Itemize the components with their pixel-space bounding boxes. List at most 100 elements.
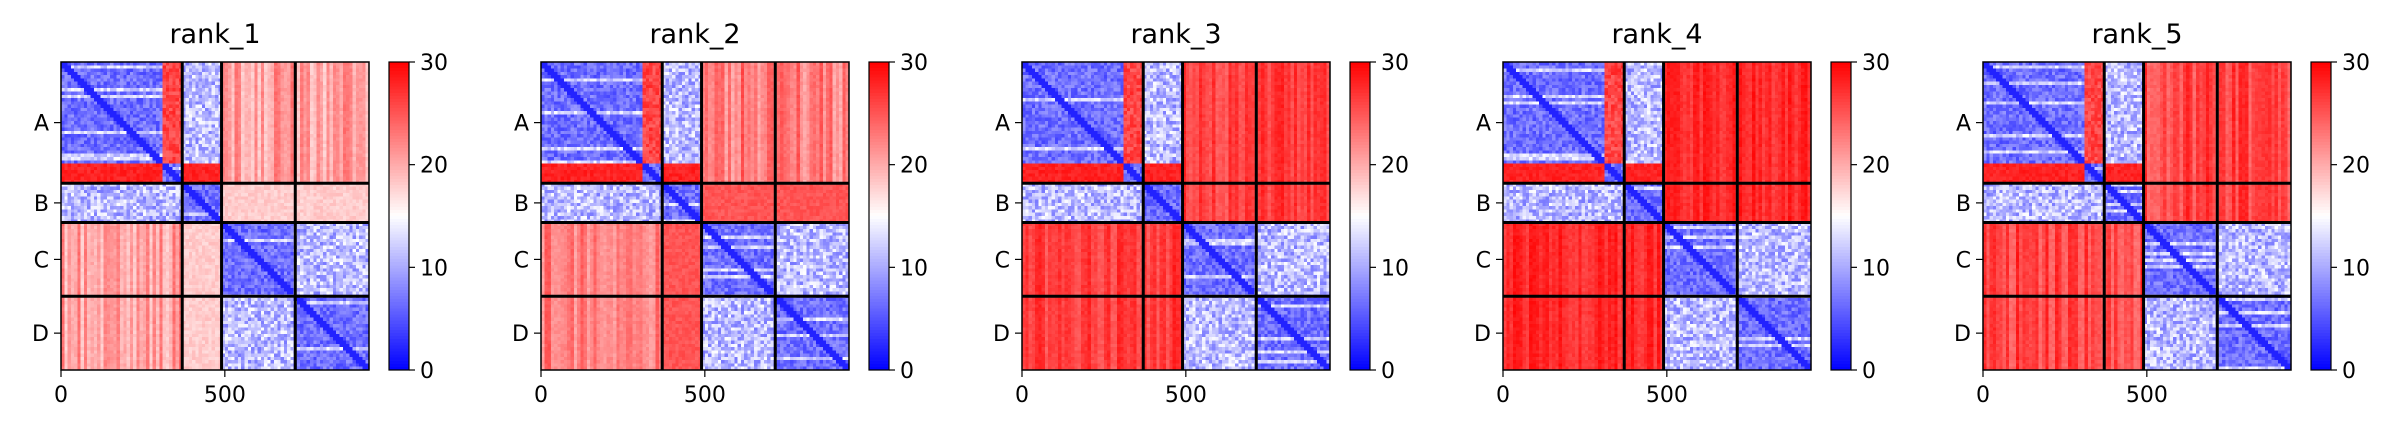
heatmap-cell [342, 157, 347, 161]
heatmap-cell [142, 183, 147, 187]
heatmap-cell [80, 98, 85, 102]
heatmap-cell [162, 170, 167, 174]
heatmap-cell [152, 114, 157, 119]
heatmap-cell [346, 166, 350, 171]
heatmap-cell [365, 75, 370, 79]
heatmap-cell [241, 160, 245, 164]
heatmap-cell [332, 206, 337, 210]
heatmap-cell [306, 143, 311, 148]
heatmap-cell [156, 199, 160, 204]
heatmap-cell [231, 68, 235, 73]
heatmap-cell [61, 193, 65, 197]
heatmap-cell [323, 111, 327, 115]
heatmap-cell [129, 232, 134, 236]
heatmap-cell [234, 170, 239, 174]
heatmap-cell [349, 94, 353, 99]
heatmap-cell [80, 173, 85, 177]
heatmap-cell [303, 212, 308, 217]
heatmap-cell [162, 114, 167, 119]
heatmap-cell [211, 150, 216, 155]
heatmap-cell [264, 127, 268, 132]
heatmap-cell [319, 127, 324, 132]
heatmap-cell [365, 88, 370, 92]
heatmap-cell [296, 111, 301, 115]
heatmap-cell [365, 166, 370, 171]
heatmap-cell [152, 62, 157, 66]
heatmap-cell [352, 150, 357, 155]
heatmap-cell [156, 222, 160, 227]
heatmap-cell [149, 157, 154, 161]
heatmap-cell [116, 183, 121, 187]
heatmap-cell [247, 78, 252, 82]
heatmap-cell [195, 176, 199, 181]
heatmap-cell [133, 137, 137, 141]
heatmap-cell [296, 130, 301, 135]
heatmap-cell [244, 127, 249, 132]
heatmap-cell [185, 186, 190, 191]
heatmap-cell [149, 62, 154, 66]
heatmap-cell [77, 202, 81, 207]
heatmap-cell [296, 147, 301, 151]
heatmap-cell [90, 196, 95, 200]
heatmap-cell [264, 120, 268, 125]
heatmap-cell [362, 75, 367, 79]
heatmap-cell [323, 160, 327, 164]
heatmap-cell [116, 127, 121, 132]
heatmap-cell [182, 229, 186, 233]
heatmap-cell [349, 134, 353, 138]
heatmap-cell [234, 78, 239, 82]
heatmap-cell [142, 147, 147, 151]
heatmap-cell [241, 176, 245, 181]
heatmap-cell [123, 186, 127, 191]
heatmap-cell [313, 81, 317, 86]
heatmap-cell [182, 170, 186, 174]
heatmap-cell [133, 94, 137, 99]
heatmap-cell [195, 170, 199, 174]
heatmap-cell [149, 225, 154, 230]
heatmap-cell [70, 137, 75, 141]
heatmap-cell [156, 134, 160, 138]
heatmap-cell [332, 104, 337, 109]
heatmap-cell [149, 127, 154, 132]
heatmap-cell [116, 111, 121, 115]
heatmap-cell [192, 65, 196, 69]
heatmap-cell [234, 150, 239, 155]
heatmap-cell [74, 183, 78, 187]
heatmap-cell [211, 173, 216, 177]
heatmap-cell [326, 107, 330, 112]
heatmap-cell [277, 153, 281, 158]
heatmap-cell [165, 209, 170, 214]
heatmap-cell [221, 202, 226, 207]
heatmap-cell [175, 65, 180, 69]
heatmap-cell [152, 183, 157, 187]
heatmap-cell [133, 216, 137, 220]
heatmap-cell [133, 232, 137, 236]
heatmap-cell [162, 117, 167, 122]
heatmap-cell [74, 104, 78, 109]
heatmap-cell [247, 222, 252, 227]
heatmap-cell [156, 216, 160, 220]
heatmap-cell [192, 120, 196, 125]
heatmap-cell [61, 130, 65, 135]
heatmap-cell [306, 107, 311, 112]
heatmap-cell [195, 104, 199, 109]
heatmap-cell [260, 232, 265, 236]
heatmap-cell [283, 209, 288, 214]
heatmap-cell [188, 78, 193, 82]
heatmap-cell [201, 170, 206, 174]
heatmap-cell [119, 193, 124, 197]
heatmap-cell [237, 202, 242, 207]
heatmap-cell [185, 68, 190, 73]
heatmap-cell [247, 173, 252, 177]
heatmap-cell [365, 124, 370, 128]
heatmap-cell [290, 160, 294, 164]
heatmap-cell [336, 163, 340, 168]
heatmap-cell [93, 68, 98, 73]
heatmap-cell [172, 209, 176, 214]
heatmap-cell [133, 65, 137, 69]
heatmap-cell [201, 98, 206, 102]
heatmap-cell [234, 199, 239, 204]
heatmap-cell [119, 196, 124, 200]
heatmap-cell [254, 114, 258, 119]
heatmap-cell [326, 163, 330, 168]
